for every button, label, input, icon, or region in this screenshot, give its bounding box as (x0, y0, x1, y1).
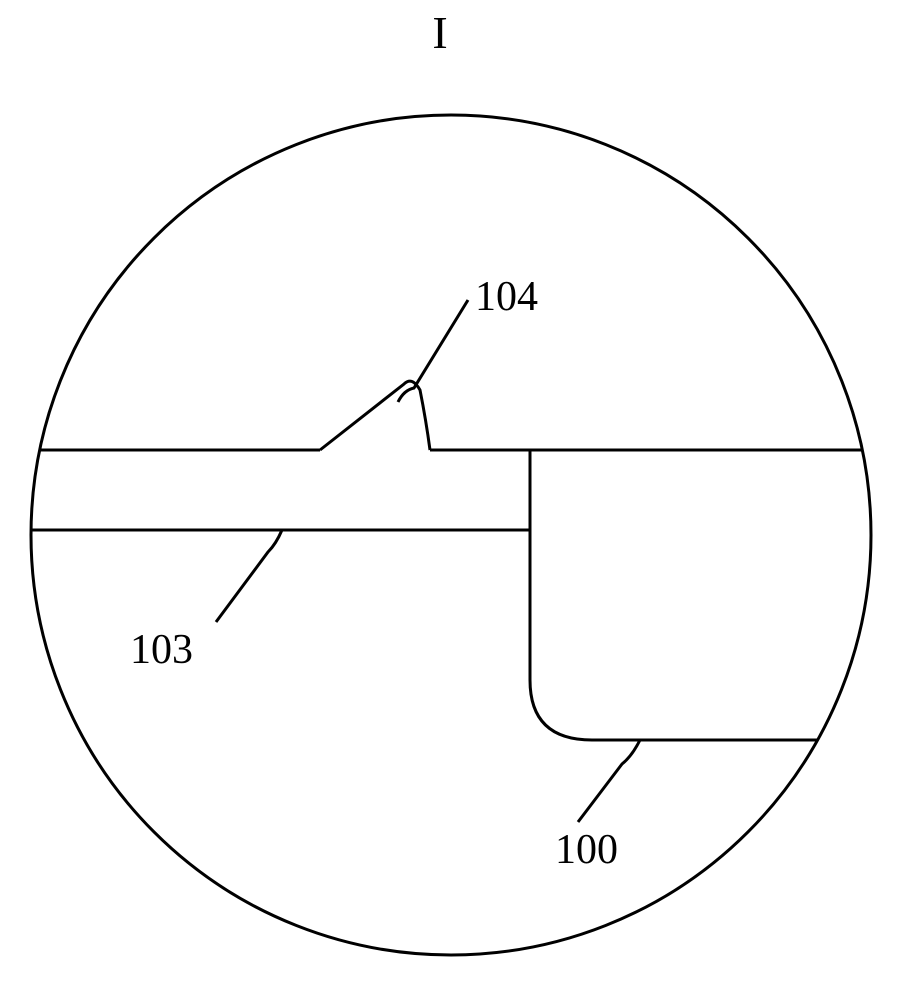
label-103: 103 (130, 627, 193, 673)
notch-feature (320, 381, 430, 450)
leader-100 (578, 740, 640, 822)
leader-104 (398, 300, 468, 402)
detail-boundary-circle (31, 115, 871, 955)
view-label: I (432, 7, 447, 58)
leader-103 (216, 530, 282, 622)
label-104: 104 (475, 274, 538, 320)
label-100: 100 (555, 827, 618, 873)
lower-body-fillet (530, 680, 592, 740)
diagram-svg: I 104 103 (0, 0, 902, 1000)
clipped-geometry (20, 381, 885, 740)
detail-view-diagram: I 104 103 (0, 0, 902, 1000)
